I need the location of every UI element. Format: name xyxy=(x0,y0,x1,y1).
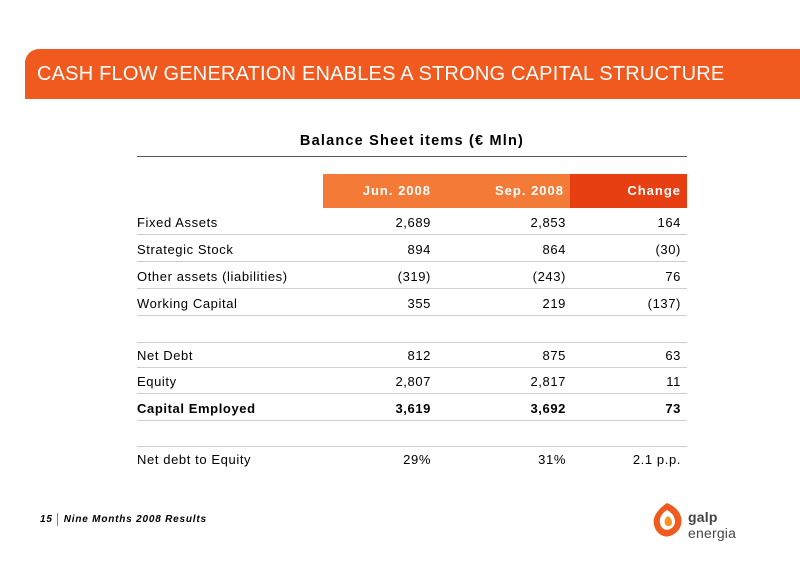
footer-divider xyxy=(56,513,58,526)
value-change: 164 xyxy=(657,215,681,230)
table-title: Balance Sheet items (€ Mln) xyxy=(299,133,525,149)
header-sep-2008: Sep. 2008 xyxy=(437,174,570,208)
slide-title: CASH FLOW GENERATION ENABLES A STRONG CA… xyxy=(37,63,725,85)
footer: 15 Nine Months 2008 Results xyxy=(40,513,207,526)
row-label: Other assets (liabilities) xyxy=(137,269,288,284)
value-change: 63 xyxy=(665,348,681,363)
row-label: Equity xyxy=(137,374,177,389)
table-row: Net Debt 812 875 63 xyxy=(137,342,687,368)
table-row-total: Capital Employed 3,619 3,692 73 xyxy=(137,395,687,421)
value-sep: 2,853 xyxy=(530,215,566,230)
table-header-row: Jun. 2008 Sep. 2008 Change xyxy=(137,174,687,208)
table-row: Fixed Assets 2,689 2,853 164 xyxy=(137,209,687,235)
value-change: 76 xyxy=(665,269,681,284)
value-sep: 2,817 xyxy=(530,374,566,389)
value-sep: 875 xyxy=(542,348,566,363)
row-label: Capital Employed xyxy=(137,401,256,416)
title-divider xyxy=(137,156,687,157)
table-row: Working Capital 355 219 (137) xyxy=(137,290,687,316)
row-label: Net debt to Equity xyxy=(137,452,252,467)
value-change: (30) xyxy=(655,242,681,257)
table-spacer-row xyxy=(137,317,687,343)
value-jun: 2,807 xyxy=(395,374,431,389)
table-row: Equity 2,807 2,817 11 xyxy=(137,368,687,394)
value-change: (137) xyxy=(647,296,681,311)
row-label: Net Debt xyxy=(137,348,194,363)
table-spacer-row xyxy=(137,421,687,447)
value-change: 73 xyxy=(665,401,681,416)
value-jun: 355 xyxy=(407,296,431,311)
logo-brand: galp xyxy=(688,509,718,525)
value-change: 2.1 p.p. xyxy=(632,452,681,467)
footer-text: Nine Months 2008 Results xyxy=(63,514,207,526)
header-change: Change xyxy=(570,174,687,208)
galp-flame-icon xyxy=(653,503,682,537)
galp-energia-logo: galp energia xyxy=(648,500,768,541)
value-jun: 3,619 xyxy=(395,401,431,416)
value-sep: 31% xyxy=(538,452,566,467)
value-jun: 812 xyxy=(407,348,431,363)
value-jun: 894 xyxy=(407,242,431,257)
value-sep: 864 xyxy=(542,242,566,257)
page-number: 15 xyxy=(40,514,53,526)
value-sep: 219 xyxy=(542,296,566,311)
logo-wordmark: galp energia xyxy=(688,509,768,541)
table-row: Other assets (liabilities) (319) (243) 7… xyxy=(137,263,687,289)
table-row: Strategic Stock 894 864 (30) xyxy=(137,236,687,262)
row-label: Fixed Assets xyxy=(137,215,218,230)
value-jun: 2,689 xyxy=(395,215,431,230)
value-sep: 3,692 xyxy=(530,401,566,416)
value-jun: 29% xyxy=(403,452,431,467)
logo-suffix: energia xyxy=(688,525,737,541)
value-jun: (319) xyxy=(397,269,431,284)
header-jun-2008: Jun. 2008 xyxy=(323,174,437,208)
row-label: Strategic Stock xyxy=(137,242,234,257)
title-banner: CASH FLOW GENERATION ENABLES A STRONG CA… xyxy=(25,49,800,99)
value-sep: (243) xyxy=(532,269,566,284)
table-row: Net debt to Equity 29% 31% 2.1 p.p. xyxy=(137,446,687,472)
value-change: 11 xyxy=(666,374,681,389)
row-label: Working Capital xyxy=(137,296,238,311)
